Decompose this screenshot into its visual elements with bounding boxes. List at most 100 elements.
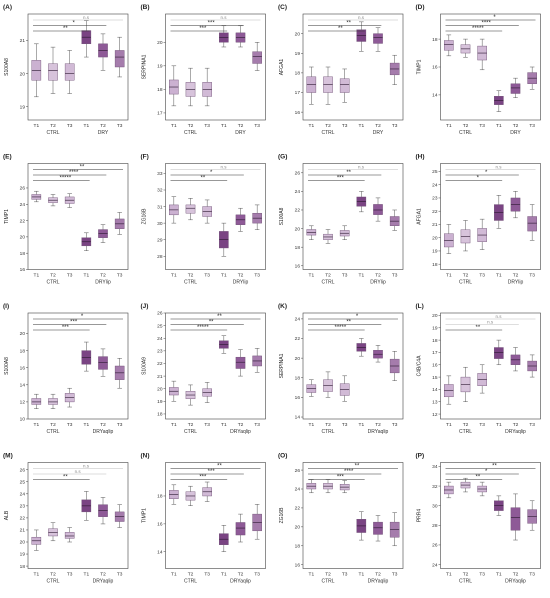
box-t2-ctrl [48, 194, 58, 207]
panel-h: (H) AFGA1 18 19 20 21 22 23 24 25 T1 T2 T3 T1 T2 T3 CTRL… [416, 154, 541, 286]
box-t2-ctrl [48, 522, 58, 542]
group-label: DRY [373, 130, 384, 136]
y-axis-label: S100A8 [279, 207, 285, 225]
y-tick-label: 20 [20, 71, 26, 77]
box-t2-ctrl [460, 366, 471, 402]
y-tick-label: 19 [295, 51, 301, 57]
significance-bar: * [308, 314, 398, 320]
box-t2-ctrl [185, 67, 196, 107]
plot-frame [27, 13, 129, 121]
box-t3-ctrl [339, 375, 350, 402]
y-tick-label: 21 [157, 374, 163, 380]
group-label: DRYlip [508, 280, 524, 286]
panel-i: (I) S100A8 10 12 14 16 18 20 T1 T2 T3 T1 T2 T3 CTRL DRY… [3, 303, 129, 435]
box-t1-ctrl [31, 529, 42, 551]
plot-frame [27, 462, 129, 569]
y-tick-label: 16 [295, 263, 301, 269]
x-tick-label: T1 [221, 572, 227, 578]
y-tick-label: 16 [295, 110, 301, 116]
significance-label: * [72, 21, 75, 27]
y-tick-label: 22 [295, 506, 301, 512]
significance-label: ** [63, 26, 68, 32]
y-tick-label: 21 [20, 38, 26, 44]
plot-frame [27, 163, 129, 270]
y-tick-label: 24 [432, 562, 438, 568]
y-tick-label: 18 [20, 251, 26, 257]
x-tick-label: T1 [309, 123, 315, 129]
significance-label: *** [337, 475, 345, 481]
x-tick-label: T2 [50, 572, 56, 578]
significance-label: * [493, 15, 496, 21]
significance-label: ** [346, 170, 351, 176]
y-tick-label: 18 [157, 494, 163, 500]
y-tick-label: 20 [295, 525, 301, 531]
plot-frame [27, 312, 129, 420]
y-tick-label: 33 [157, 171, 163, 177]
panel-letter: (L) [416, 303, 424, 310]
y-tick-label: 16 [432, 65, 438, 71]
y-tick-label: 18 [295, 375, 301, 381]
y-tick-label: 24 [295, 487, 301, 493]
box-t2-ctrl [48, 46, 58, 94]
box-t1-ctrl [444, 375, 454, 405]
x-tick-label: T2 [100, 273, 106, 279]
x-tick-label: T2 [238, 123, 244, 129]
significance-label: * [210, 170, 213, 176]
y-tick-label: 26 [295, 170, 301, 176]
x-tick-label: T3 [254, 572, 260, 578]
significance-label: *** [208, 21, 216, 27]
box-t2-ctrl [48, 393, 58, 409]
significance-bar: ***** [170, 325, 228, 331]
x-tick-label: T3 [342, 123, 348, 129]
group-label: DRYaqlip [368, 579, 389, 585]
box-t2-ctrl [323, 479, 333, 494]
x-tick-label: T3 [529, 123, 535, 129]
x-tick-label: T3 [117, 123, 123, 129]
x-tick-label: T1 [171, 123, 177, 129]
y-tick-label: 19 [20, 552, 26, 558]
box-t3-treat [527, 204, 537, 241]
significance-label: ** [200, 176, 205, 182]
x-tick-label: T2 [463, 572, 469, 578]
y-tick-label: 18 [432, 37, 438, 43]
y-tick-label: 28 [157, 254, 163, 260]
plot-frame [165, 13, 266, 121]
x-tick-label: T1 [359, 273, 365, 279]
panel-c: (C) AFGA1 16 17 18 19 20 T1 T2 T3 T1 T2 T3 CTRL DRY ***… [278, 4, 404, 136]
group-label: CTRL [46, 130, 59, 136]
x-tick-label: T3 [392, 572, 398, 578]
group-label: DRYaqlip [93, 579, 114, 585]
x-tick-label: T3 [117, 273, 123, 279]
significance-bar: ** [308, 320, 382, 326]
significance-bar: n.s [33, 15, 123, 21]
y-tick-label: 19 [157, 399, 163, 405]
y-tick-label: 17 [432, 350, 438, 356]
x-tick-label: T2 [100, 572, 106, 578]
box-t2-treat [235, 207, 246, 232]
y-axis-label: ZG16B [279, 507, 285, 524]
x-tick-label: T1 [496, 123, 502, 129]
y-tick-label: 18 [157, 412, 163, 418]
significance-bar: ** [33, 26, 90, 32]
x-tick-label: T3 [204, 123, 210, 129]
group-label: DRY [235, 130, 246, 136]
box-t2-treat [510, 191, 521, 219]
y-tick-label: 34 [432, 464, 438, 470]
y-tick-label: 16 [20, 365, 26, 371]
panel-letter: (M) [3, 453, 13, 460]
group-label: DRY [98, 130, 109, 136]
x-tick-label: T1 [359, 572, 365, 578]
significance-label: * [81, 314, 84, 320]
group-label: CTRL [184, 579, 197, 585]
y-tick-label: 22 [295, 208, 301, 214]
y-tick-label: 26 [20, 467, 26, 473]
y-tick-label: 22 [20, 516, 26, 522]
plot-frame [165, 462, 266, 569]
x-tick-label: T3 [67, 123, 73, 129]
box-t3-treat [527, 66, 537, 90]
y-axis-label: S100A9 [142, 357, 148, 375]
x-tick-label: T2 [238, 422, 244, 428]
y-tick-label: 24 [20, 492, 26, 498]
x-tick-label: T1 [309, 572, 315, 578]
